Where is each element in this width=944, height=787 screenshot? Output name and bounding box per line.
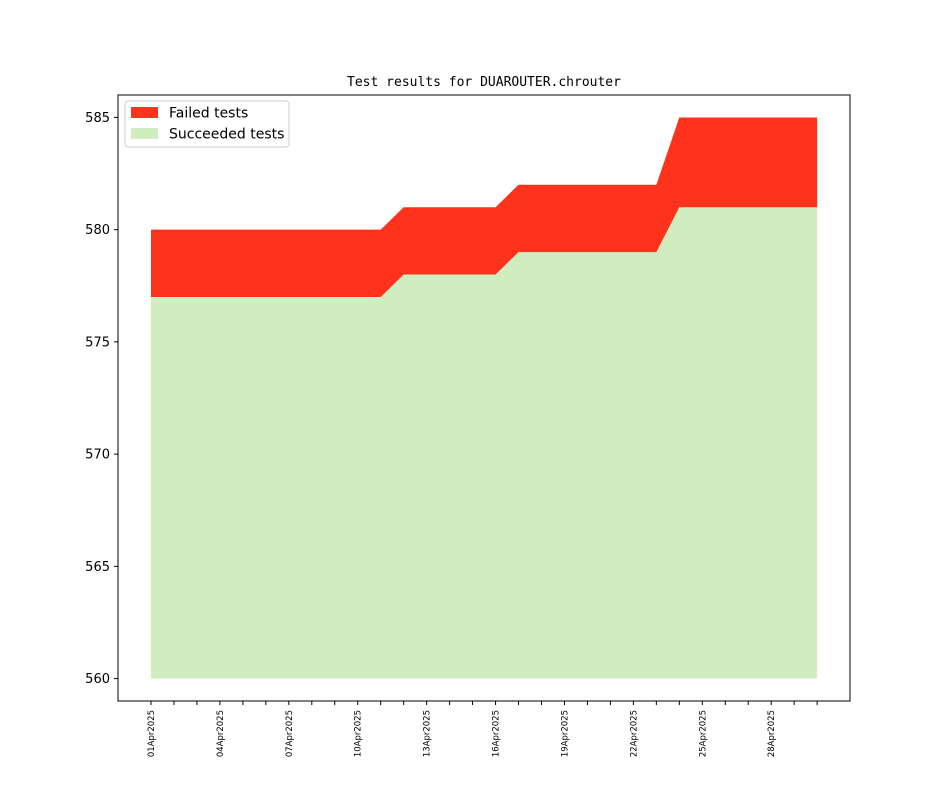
y-tick-label: 560 — [85, 672, 110, 687]
legend-swatch — [131, 128, 158, 139]
legend: Failed tests Succeeded tests — [124, 100, 290, 148]
legend-label: Failed tests — [169, 106, 248, 122]
y-tick-label: 580 — [85, 223, 110, 238]
plot-areas — [151, 117, 818, 679]
x-tick-label: 10Apr2025 — [354, 710, 364, 757]
plot-frame — [117, 94, 851, 702]
y-axis: 560 565 570 575 580 585 — [85, 111, 118, 687]
x-tick-label: 16Apr2025 — [492, 710, 502, 757]
y-tick-label: 585 — [85, 111, 110, 126]
x-tick-label: 01Apr2025 — [147, 710, 157, 757]
x-tick-label: 19Apr2025 — [560, 710, 570, 757]
y-tick-label: 575 — [85, 335, 110, 350]
legend-label: Succeeded tests — [169, 127, 284, 143]
x-tick-label: 22Apr2025 — [629, 710, 639, 757]
x-tick-label: 04Apr2025 — [216, 710, 226, 757]
x-tick-label: 07Apr2025 — [285, 710, 295, 757]
y-tick-label: 570 — [85, 448, 110, 463]
legend-swatch — [131, 107, 158, 118]
area-succeeded-tests — [151, 207, 818, 679]
legend-box — [124, 100, 290, 148]
y-tick-label: 565 — [85, 560, 110, 575]
x-axis: 01Apr2025 04Apr2025 07Apr2025 10Apr2025 13Ap… — [147, 701, 818, 757]
x-tick-label: 25Apr2025 — [698, 710, 708, 757]
x-tick-label: 13Apr2025 — [423, 710, 433, 757]
x-tick-label: 28Apr2025 — [767, 710, 777, 757]
chart-title: Test results for DUAROUTER.chrouter — [347, 75, 621, 90]
area-failed-tests — [151, 117, 818, 297]
